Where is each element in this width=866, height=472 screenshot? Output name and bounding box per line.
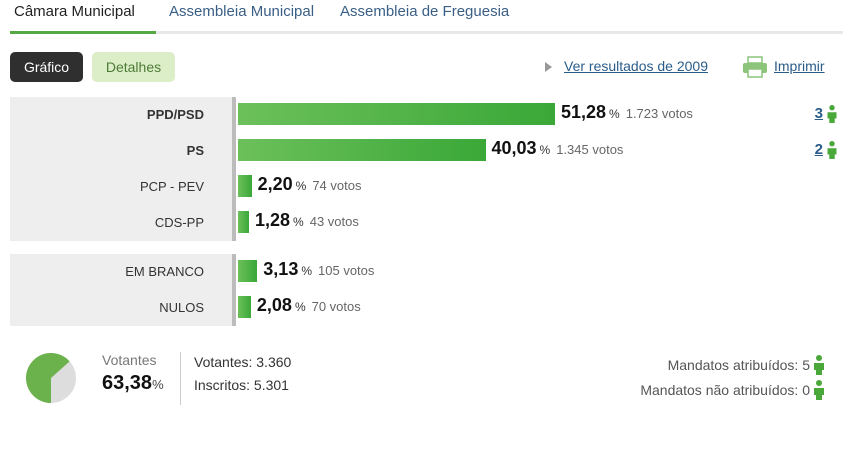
party-name: CDS-PP [154, 215, 204, 230]
result-percent: 51,28% 1.723 votos [561, 102, 693, 122]
result-votes: 74 votos [312, 178, 362, 193]
result-bar [238, 260, 258, 282]
tab-assembleia-freguesia[interactable]: Assembleia de Freguesia [340, 3, 510, 20]
party-name: PPD/PSD [146, 107, 204, 122]
result-row: PS 40,03% 1.345 votos 2 [10, 133, 843, 169]
result-votes: 1.345 votos [556, 142, 624, 157]
party-panel [10, 97, 233, 241]
result-votes: 105 votos [318, 263, 375, 278]
result-row: EM BRANCO 3,13% 105 votos [10, 254, 843, 290]
person-icon [827, 141, 837, 160]
result-votes: 70 votos [311, 299, 361, 314]
other-panel [10, 254, 233, 326]
previous-results-link[interactable]: Ver resultados de 2009 [564, 58, 708, 74]
result-bar [238, 103, 555, 125]
result-votes: 1.723 votos [625, 106, 693, 121]
person-icon [814, 380, 824, 400]
result-percent: 40,03% 1.345 votos [491, 138, 624, 158]
result-row: NULOS 2,08% 70 votos [10, 290, 843, 326]
party-name: NULOS [159, 300, 204, 315]
person-icon [827, 105, 837, 124]
result-bar [238, 211, 249, 233]
party-name: PS [186, 143, 204, 158]
result-row: CDS-PP 1,28% 43 votos [10, 205, 843, 241]
seats-assigned: Mandatos atribuídos: 5 [667, 357, 810, 373]
divider [232, 254, 236, 326]
divider [232, 97, 236, 241]
person-icon [814, 355, 824, 375]
seats-unassigned: Mandatos não atribuídos: 0 [640, 382, 810, 398]
result-percent: 2,20% 74 votos [257, 174, 362, 194]
turnout-value: 63,38% [102, 372, 164, 394]
party-name: PCP - PEV [139, 179, 204, 194]
result-bar [238, 296, 251, 318]
registered-count: Inscritos: 5.301 [194, 377, 289, 393]
result-votes: 43 votos [309, 214, 359, 229]
arrow-right-icon [545, 62, 552, 72]
party-name: EM BRANCO [125, 264, 204, 279]
printer-icon[interactable] [742, 56, 768, 78]
turnout-label: Votantes [102, 352, 157, 368]
tab-assembleia-municipal[interactable]: Assembleia Municipal [169, 3, 315, 20]
result-percent: 1,28% 43 votos [255, 210, 359, 230]
result-row: PCP - PEV 2,20% 74 votos [10, 169, 843, 205]
grafico-button[interactable]: Gráfico [10, 52, 83, 82]
result-bar [238, 175, 252, 197]
seats-link[interactable]: 2 [815, 141, 838, 160]
tab-bar: Câmara Municipal Assembleia Municipal As… [10, 0, 843, 34]
result-bar [238, 139, 486, 161]
voters-count: Votantes: 3.360 [194, 354, 292, 370]
detalhes-button[interactable]: Detalhes [92, 52, 175, 82]
result-row: PPD/PSD 51,28% 1.723 votos 3 [10, 97, 843, 133]
print-link[interactable]: Imprimir [774, 58, 825, 74]
result-percent: 2,08% 70 votos [256, 295, 361, 315]
seats-link[interactable]: 3 [815, 105, 838, 124]
result-percent: 3,13% 105 votos [263, 259, 375, 279]
turnout-pie [25, 353, 76, 403]
tab-camara-municipal[interactable]: Câmara Municipal [10, 3, 156, 34]
divider [180, 352, 181, 405]
